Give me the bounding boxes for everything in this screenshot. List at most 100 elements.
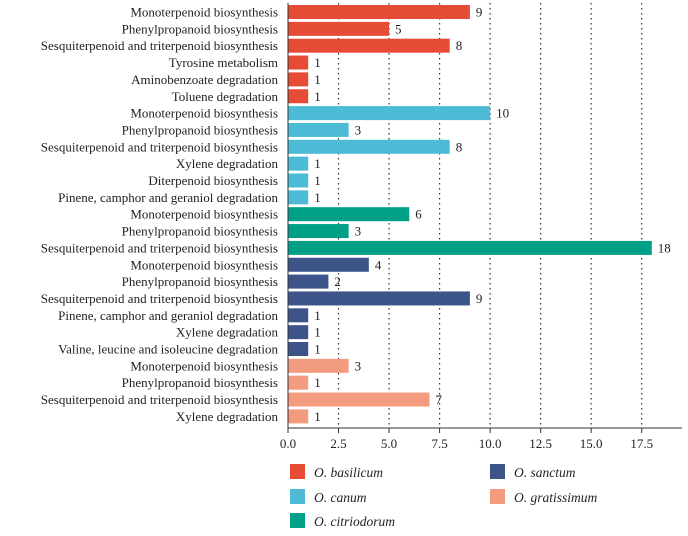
value-label-19: 1: [314, 325, 321, 340]
category-label-9: Xylene degradation: [176, 156, 279, 171]
category-label-4: Aminobenzoate degradation: [131, 72, 278, 87]
legend-label-1: O. canum: [314, 490, 367, 505]
value-label-15: 4: [375, 257, 382, 272]
category-label-12: Monoterpenoid biosynthesis: [130, 207, 278, 222]
category-labels: Monoterpenoid biosynthesisPhenylpropanoi…: [41, 5, 279, 424]
bar-24: [288, 409, 309, 424]
value-label-16: 2: [334, 274, 341, 289]
bar-21: [288, 358, 349, 373]
bar-16: [288, 274, 329, 289]
x-tick-label-1: 2.5: [330, 436, 346, 451]
bar-13: [288, 224, 349, 239]
legend-label-4: O. gratissimum: [514, 490, 598, 505]
legend-swatch-2: [290, 513, 305, 528]
value-label-0: 9: [476, 5, 483, 20]
value-label-21: 3: [355, 358, 362, 373]
bar-4: [288, 72, 309, 87]
value-label-3: 1: [314, 55, 321, 70]
category-label-13: Phenylpropanoid biosynthesis: [122, 224, 278, 239]
value-label-11: 1: [314, 190, 321, 205]
category-label-15: Monoterpenoid biosynthesis: [130, 257, 278, 272]
category-label-14: Sesquiterpenoid and triterpenoid biosynt…: [41, 240, 278, 255]
bar-20: [288, 342, 309, 356]
bar-15: [288, 257, 369, 272]
bar-12: [288, 207, 410, 222]
value-label-2: 8: [456, 38, 463, 53]
bar-7: [288, 122, 349, 137]
bar-22: [288, 375, 309, 390]
category-label-0: Monoterpenoid biosynthesis: [130, 5, 278, 20]
x-tick-label-3: 7.5: [431, 436, 447, 451]
value-label-23: 7: [435, 392, 442, 407]
legend-swatch-3: [490, 464, 505, 479]
legend: O. basilicum O. canum O. citriodorum O. san…: [290, 464, 598, 529]
legend-swatch-1: [290, 489, 305, 504]
value-label-10: 1: [314, 173, 321, 188]
category-label-20: Valine, leucine and isoleucine degradati…: [58, 342, 278, 357]
category-label-19: Xylene degradation: [176, 325, 279, 340]
category-label-5: Toluene degradation: [172, 89, 279, 104]
bars: [288, 5, 652, 424]
bar-9: [288, 156, 309, 171]
bar-18: [288, 308, 309, 323]
value-label-22: 1: [314, 375, 321, 390]
category-label-18: Pinene, camphor and geraniol degradation: [58, 308, 278, 323]
legend-swatch-0: [290, 464, 305, 479]
category-label-21: Monoterpenoid biosynthesis: [130, 358, 278, 373]
bar-6: [288, 106, 491, 121]
x-tick-label-2: 5.0: [381, 436, 397, 451]
x-tick-label-4: 10.0: [479, 436, 502, 451]
bar-17: [288, 291, 470, 306]
x-tick-label-0: 0.0: [280, 436, 296, 451]
category-label-17: Sesquiterpenoid and triterpenoid biosynt…: [41, 291, 278, 306]
value-label-7: 3: [355, 122, 362, 137]
value-label-18: 1: [314, 308, 321, 323]
bar-2: [288, 38, 450, 53]
value-label-1: 5: [395, 21, 402, 36]
category-label-24: Xylene degradation: [176, 409, 279, 424]
legend-label-0: O. basilicum: [314, 465, 383, 480]
bar-0: [288, 5, 470, 19]
bar-14: [288, 240, 652, 255]
value-label-12: 6: [415, 207, 422, 222]
category-label-16: Phenylpropanoid biosynthesis: [122, 274, 278, 289]
category-label-10: Diterpenoid biosynthesis: [148, 173, 278, 188]
x-tick-label-7: 17.5: [630, 436, 653, 451]
category-label-23: Sesquiterpenoid and triterpenoid biosynt…: [41, 392, 278, 407]
value-label-6: 10: [496, 106, 509, 121]
legend-label-2: O. citriodorum: [314, 514, 395, 529]
bar-8: [288, 139, 450, 154]
category-label-7: Phenylpropanoid biosynthesis: [122, 122, 278, 137]
bar-5: [288, 89, 309, 104]
value-label-24: 1: [314, 409, 321, 424]
category-label-1: Phenylpropanoid biosynthesis: [122, 21, 278, 36]
bar-23: [288, 392, 430, 407]
x-tick-label-6: 15.0: [580, 436, 603, 451]
value-label-14: 18: [658, 240, 671, 255]
category-label-22: Phenylpropanoid biosynthesis: [122, 375, 278, 390]
value-label-4: 1: [314, 72, 321, 87]
value-label-20: 1: [314, 342, 321, 357]
value-label-5: 1: [314, 89, 321, 104]
legend-swatch-4: [490, 489, 505, 504]
bar-19: [288, 325, 309, 340]
legend-label-3: O. sanctum: [514, 465, 576, 480]
bar-10: [288, 173, 309, 188]
grid-lines: [337, 3, 643, 428]
category-label-6: Monoterpenoid biosynthesis: [130, 106, 278, 121]
bar-11: [288, 190, 309, 205]
value-label-8: 8: [456, 139, 463, 154]
bar-1: [288, 21, 390, 36]
value-label-9: 1: [314, 156, 321, 171]
value-label-13: 3: [355, 224, 362, 239]
x-tick-label-5: 12.5: [529, 436, 552, 451]
category-label-3: Tyrosine metabolism: [169, 55, 278, 70]
x-axis: 0.0 2.5 5.0 7.5 10.0 12.5 15.0 17.5: [280, 3, 682, 451]
value-label-17: 9: [476, 291, 483, 306]
category-label-8: Sesquiterpenoid and triterpenoid biosynt…: [41, 139, 278, 154]
bar-3: [288, 55, 309, 70]
category-label-2: Sesquiterpenoid and triterpenoid biosynt…: [41, 38, 278, 53]
category-label-11: Pinene, camphor and geraniol degradation: [58, 190, 278, 205]
